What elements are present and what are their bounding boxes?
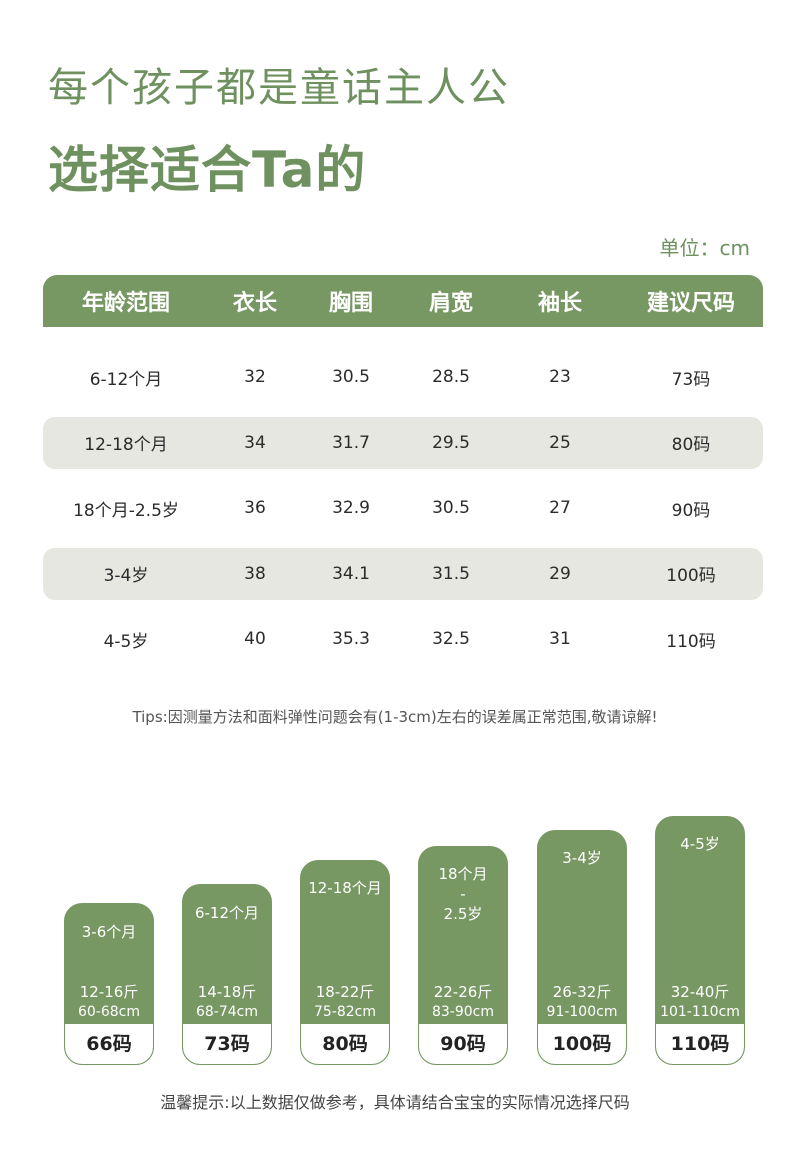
cell-size: 100码 [666,566,716,586]
card-age-line3: 2.5岁 [443,905,483,923]
header-length: 衣长 [232,291,277,316]
card-height: 83-90cm [431,1004,494,1020]
card-size: 110码 [656,1024,744,1064]
size-table: 年龄范围 衣长 胸围 肩宽 袖长 建议尺码 6-12个月 32 30.5 28.… [43,275,763,665]
card-height: 75-82cm [313,1004,376,1020]
cell-size: 80码 [671,435,711,455]
cell-size: 90码 [671,500,711,521]
cell-length: 38 [244,563,266,584]
cell-sleeve: 31 [549,629,571,649]
card-weight: 14-18斤 [197,983,257,1001]
size-card: 3-4岁 26-32斤 91-100cm 100码 [537,830,627,1065]
header-shoulder: 肩宽 [428,291,473,316]
size-card: 18个月 - 2.5岁 22-26斤 83-90cm 90码 [418,846,508,1065]
card-age: 4-5岁 [680,835,720,853]
unit-label: 单位：cm [659,236,750,260]
table-row: 4-5岁 40 35.3 32.5 31 110码 [43,613,763,665]
size-card: 4-5岁 32-40斤 101-110cm 110码 [655,816,745,1065]
cell-sleeve: 29 [549,563,571,584]
cell-age-range: 18个月-2.5岁 [73,500,179,521]
cell-chest: 35.3 [332,629,370,649]
cell-chest: 31.7 [332,432,370,453]
cell-age-range: 3-4岁 [103,566,149,586]
table-row: 18个月-2.5岁 36 32.9 30.5 27 90码 [43,482,763,534]
cell-sleeve: 25 [549,432,571,453]
headline-secondary: 选择适合Ta的 [48,141,367,199]
cell-length: 32 [244,367,266,387]
size-card: 12-18个月 18-22斤 75-82cm 80码 [300,860,390,1065]
header-age-range: 年龄范围 [81,291,170,316]
cell-shoulder: 28.5 [432,367,470,387]
headline-primary: 每个孩子都是童话主人公 [48,65,510,111]
cell-size: 110码 [666,631,716,652]
cell-age-range: 12-18个月 [84,435,168,455]
table-header: 年龄范围 衣长 胸围 肩宽 袖长 建议尺码 [43,275,763,327]
cell-size: 73码 [671,369,711,390]
cell-length: 40 [244,629,266,649]
table-row: 3-4岁 38 34.1 31.5 29 100码 [43,547,763,600]
card-weight: 26-32斤 [552,983,612,1001]
cell-shoulder: 30.5 [432,498,470,518]
card-age: 12-18个月 [308,879,382,897]
table-row: 12-18个月 34 31.7 29.5 25 80码 [43,416,763,469]
cell-age-range: 6-12个月 [89,369,163,390]
header-suggested-size: 建议尺码 [646,291,735,316]
card-size: 80码 [301,1024,389,1064]
card-weight: 32-40斤 [670,983,730,1001]
cell-chest: 30.5 [332,367,370,387]
card-height: 68-74cm [195,1004,258,1020]
size-card: 3-6个月 12-16斤 60-68cm 66码 [64,903,154,1065]
cell-length: 34 [244,432,266,453]
card-age: 3-6个月 [81,923,137,941]
card-size: 100码 [538,1024,626,1064]
cell-shoulder: 29.5 [432,432,470,453]
size-card: 6-12个月 14-18斤 68-74cm 73码 [182,884,272,1065]
cell-shoulder: 31.5 [432,563,470,584]
card-size: 66码 [65,1024,153,1064]
card-weight: 18-22斤 [315,983,375,1001]
footer-note: 温馨提示:以上数据仅做参考，具体请结合宝宝的实际情况选择尺码 [160,1093,630,1112]
card-size: 90码 [419,1024,507,1064]
card-age-line1: 18个月 [438,865,488,883]
cell-length: 36 [244,498,266,518]
cell-chest: 34.1 [332,563,370,584]
card-height: 101-110cm [660,1004,740,1020]
header-chest: 胸围 [328,291,373,316]
table-row: 6-12个月 32 30.5 28.5 23 73码 [43,351,763,403]
card-weight: 12-16斤 [79,983,139,1001]
cell-chest: 32.9 [332,498,370,518]
cell-age-range: 4-5岁 [103,631,149,652]
card-age: 3-4岁 [562,849,602,867]
card-height: 60-68cm [77,1004,140,1020]
tips-note: Tips:因测量方法和面料弹性问题会有(1-3cm)左右的误差属正常范围,敬请谅… [132,708,658,726]
card-height: 91-100cm [546,1004,618,1020]
cell-sleeve: 27 [549,498,571,518]
card-size: 73码 [183,1024,271,1064]
cell-sleeve: 23 [549,367,571,387]
cell-shoulder: 32.5 [432,629,470,649]
header-sleeve: 袖长 [537,291,582,316]
card-age-line2: - [460,885,466,903]
card-age: 6-12个月 [194,904,260,922]
card-weight: 22-26斤 [433,983,493,1001]
